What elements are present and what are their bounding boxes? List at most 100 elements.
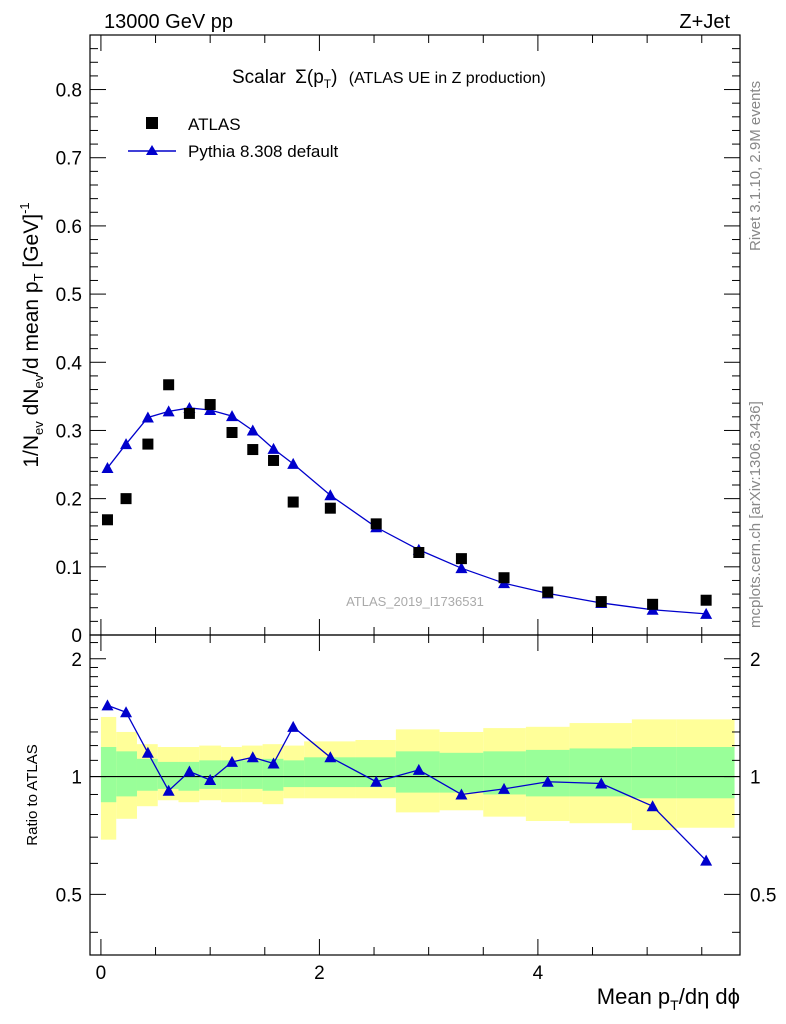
ratio-band-inner: [525, 749, 570, 797]
ratio-plot-frame: [89, 634, 741, 956]
legend-atlas-label: ATLAS: [188, 115, 241, 134]
main-panel: 0 0.1 0.2 0.3 0.4 0.5 0.6 0.7 0.8 Scalar Σ(pT) (…: [17, 34, 741, 647]
atlas-point: [268, 454, 280, 466]
ratio-y-label: Ratio to ATLAS: [24, 744, 41, 845]
atlas-point: [204, 399, 216, 411]
pythia-point: [246, 424, 259, 436]
legend-pythia-label: Pythia 8.308 default: [188, 142, 339, 161]
ratio-band-inner: [157, 761, 179, 789]
atlas-point: [247, 444, 259, 456]
header-left: 13000 GeV pp: [104, 11, 233, 33]
x-tick-label: 0: [96, 963, 107, 984]
ratio-pythia-point: [455, 788, 468, 800]
ratio-pythia-point: [267, 757, 280, 769]
ratio-y-tick-label: 1: [71, 768, 82, 789]
ratio-pythia-point: [226, 755, 239, 767]
atlas-point: [120, 493, 132, 505]
ratio-pythia-point: [183, 765, 196, 777]
atlas-point: [413, 547, 425, 558]
header-right: Z+Jet: [679, 11, 730, 33]
main-y-tick-label: 0.5: [56, 285, 82, 306]
pythia-point: [120, 438, 133, 450]
pythia-point: [700, 607, 713, 619]
atlas-point: [101, 514, 113, 526]
pythia-line: [106, 407, 707, 615]
ratio-pythia-point: [324, 751, 337, 763]
ratio-pythia-point: [120, 706, 133, 718]
pythia-point: [267, 442, 280, 454]
ratio-band-inner: [569, 748, 632, 797]
pythia-point: [226, 410, 239, 422]
ratio-y-tick-label: 0.5: [56, 885, 82, 906]
ratio-band-inner: [631, 747, 677, 799]
atlas-point: [370, 518, 382, 530]
legend-pythia-marker: [146, 145, 158, 155]
main-y-tick-label: 0.6: [56, 217, 82, 238]
main-y-tick-label: 0.4: [56, 353, 83, 374]
mcplots-label: mcplots.cern.ch [arXiv:1306.3436]: [747, 401, 764, 628]
main-y-tick-label: 0.2: [56, 490, 82, 511]
pythia-point: [101, 461, 114, 473]
legend-atlas-marker: [146, 117, 158, 129]
ratio-band-inner: [100, 747, 117, 803]
ratio-pythia-point: [141, 746, 154, 758]
ratio-panel: 0.5 0.5 1 1 2 2 0 2 4 Ratio to ATLAS Mean pT/dη …: [24, 634, 776, 1013]
ratio-pythia-point: [287, 720, 300, 732]
ratio-plot-marks: [90, 699, 740, 866]
pythia-point: [162, 405, 175, 417]
main-y-tick-label: 0.1: [56, 558, 82, 579]
ratio-band-inner: [116, 751, 137, 797]
ratio-band-inner: [136, 758, 158, 791]
ratio-pythia-point: [595, 777, 608, 789]
x-tick-label: 4: [533, 963, 544, 984]
main-y-axis: 0 0.1 0.2 0.3 0.4 0.5 0.6 0.7 0.8: [56, 35, 740, 647]
pythia-point: [324, 489, 337, 501]
main-y-tick-label: 0.3: [56, 421, 82, 442]
atlas-point: [542, 586, 554, 598]
main-y-tick-label: 0.8: [56, 81, 82, 102]
atlas-point: [183, 407, 195, 419]
ratio-pythia-point: [370, 775, 383, 787]
ratio-pythia-point: [412, 763, 425, 775]
atlas-point: [163, 379, 175, 391]
atlas-point: [455, 553, 467, 565]
x-tick-label: 2: [314, 963, 325, 984]
ratio-axes: 0.5 0.5 1 1 2 2 0 2 4: [56, 635, 776, 984]
main-title: Scalar Σ(pT) (ATLAS UE in Z production): [232, 67, 546, 91]
ratio-y-tick-label: 2: [71, 650, 82, 671]
ratio-pythia-point: [541, 775, 554, 787]
ratio-y-tick-label-right: 1: [750, 768, 761, 789]
pythia-point: [287, 457, 300, 469]
ratio-band-inner: [241, 760, 263, 789]
main-y-label: 1/Nev dNev/d mean pT [GeV]-1: [17, 202, 46, 467]
atlas-point: [142, 438, 154, 450]
ratio-pythia-point: [498, 782, 511, 794]
ratio-band-inner: [439, 752, 484, 793]
atlas-point: [324, 502, 336, 514]
main-plot-marks: [101, 379, 713, 619]
x-axis-label: Mean pT/dη dϕ: [597, 984, 740, 1013]
pythia-point: [455, 562, 468, 574]
pythia-point: [141, 411, 154, 423]
atlas-point: [226, 427, 238, 438]
ratio-pythia-point: [246, 751, 259, 763]
ratio-pythia-point: [646, 800, 659, 812]
atlas-point: [700, 594, 712, 606]
main-y-tick-label: 0.7: [56, 149, 82, 170]
atlas-point: [498, 572, 510, 584]
atlas-point: [287, 496, 299, 508]
ratio-pythia-point: [204, 773, 217, 785]
analysis-watermark: ATLAS_2019_I1736531: [346, 594, 484, 609]
ratio-y-tick-label-right: 0.5: [750, 885, 776, 906]
atlas-point: [647, 598, 659, 610]
ratio-pythia-point: [101, 699, 114, 711]
ratio-y-tick-label-right: 2: [750, 650, 761, 671]
ratio-band-inner: [676, 747, 735, 799]
ratio-band-inner: [283, 760, 305, 788]
legend: ATLAS Pythia 8.308 default: [128, 115, 339, 161]
ratio-pythia-point: [700, 854, 713, 866]
rivet-label: Rivet 3.1.10, 2.9M events: [747, 81, 764, 251]
atlas-point: [595, 596, 607, 608]
ratio-pythia-point: [162, 784, 175, 796]
